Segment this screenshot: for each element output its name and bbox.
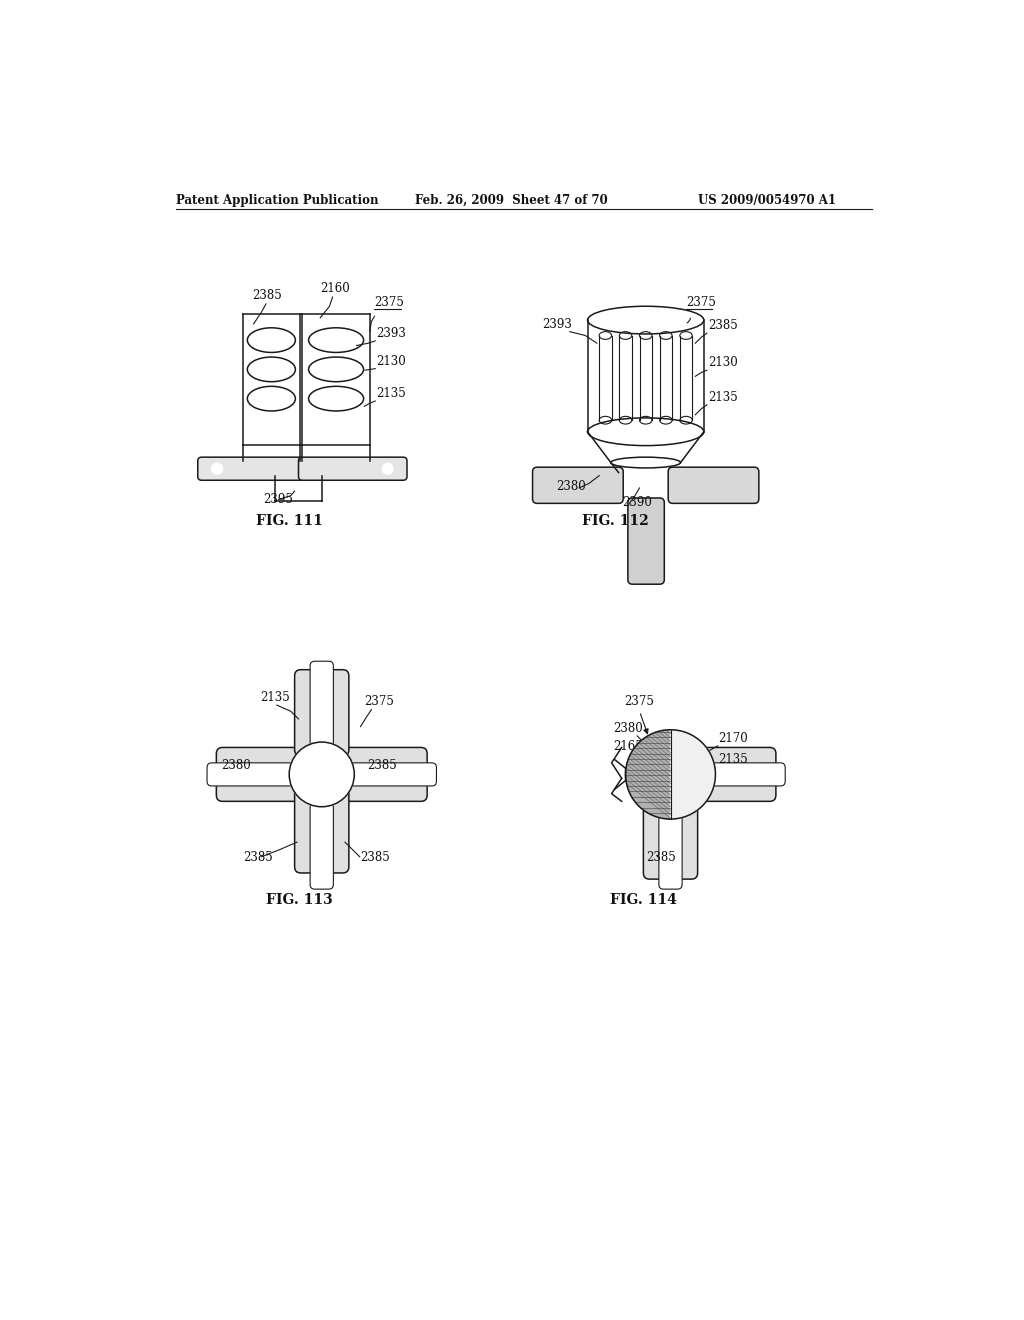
Text: 2385: 2385 — [243, 850, 272, 863]
FancyBboxPatch shape — [299, 457, 407, 480]
Text: Feb. 26, 2009  Sheet 47 of 70: Feb. 26, 2009 Sheet 47 of 70 — [415, 194, 607, 207]
Wedge shape — [626, 730, 671, 818]
Text: 2170: 2170 — [719, 733, 749, 744]
Wedge shape — [671, 730, 716, 818]
FancyBboxPatch shape — [340, 747, 427, 801]
Text: 2385: 2385 — [360, 850, 390, 863]
Text: FIG. 113: FIG. 113 — [266, 892, 333, 907]
FancyBboxPatch shape — [310, 803, 334, 890]
Text: US 2009/0054970 A1: US 2009/0054970 A1 — [697, 194, 836, 207]
Text: 2380: 2380 — [613, 722, 643, 735]
Circle shape — [382, 463, 393, 474]
FancyBboxPatch shape — [628, 498, 665, 585]
Text: 2135: 2135 — [260, 692, 290, 705]
Text: 2395: 2395 — [263, 494, 294, 507]
FancyBboxPatch shape — [295, 787, 349, 873]
Text: 2375: 2375 — [686, 296, 716, 309]
Text: 2135: 2135 — [719, 752, 749, 766]
FancyBboxPatch shape — [207, 763, 294, 785]
Text: 2393: 2393 — [542, 318, 571, 331]
Text: 2375: 2375 — [375, 296, 404, 309]
FancyBboxPatch shape — [628, 337, 665, 412]
Text: 2390: 2390 — [623, 496, 652, 510]
Text: 2385: 2385 — [367, 759, 396, 772]
Circle shape — [289, 742, 354, 807]
FancyBboxPatch shape — [198, 457, 304, 480]
Text: 2130: 2130 — [708, 356, 737, 370]
Text: FIG. 114: FIG. 114 — [610, 892, 677, 907]
Text: 2380: 2380 — [221, 759, 251, 772]
Text: 2135: 2135 — [376, 387, 406, 400]
Text: 2385: 2385 — [708, 319, 737, 333]
FancyBboxPatch shape — [698, 763, 785, 785]
FancyBboxPatch shape — [687, 747, 776, 801]
Text: FIG. 111: FIG. 111 — [256, 513, 323, 528]
FancyBboxPatch shape — [295, 669, 349, 756]
Bar — [588, 321, 703, 432]
Text: 2135: 2135 — [708, 391, 737, 404]
FancyBboxPatch shape — [643, 793, 697, 879]
Text: 2375: 2375 — [365, 696, 394, 708]
FancyBboxPatch shape — [669, 467, 759, 503]
Text: 2130: 2130 — [376, 355, 406, 368]
Text: FIG. 112: FIG. 112 — [583, 513, 649, 528]
Text: 2385: 2385 — [646, 850, 676, 863]
Text: 2380: 2380 — [556, 479, 586, 492]
FancyBboxPatch shape — [216, 747, 303, 801]
Text: Patent Application Publication: Patent Application Publication — [176, 194, 379, 207]
Text: 2165: 2165 — [613, 739, 643, 752]
Text: 2375: 2375 — [624, 696, 654, 708]
FancyBboxPatch shape — [310, 661, 334, 747]
Text: 2160: 2160 — [321, 282, 350, 296]
Text: 2385: 2385 — [252, 289, 282, 302]
Text: 2393: 2393 — [376, 327, 406, 341]
FancyBboxPatch shape — [658, 803, 682, 890]
FancyBboxPatch shape — [349, 763, 436, 785]
Circle shape — [212, 463, 222, 474]
FancyBboxPatch shape — [532, 467, 624, 503]
